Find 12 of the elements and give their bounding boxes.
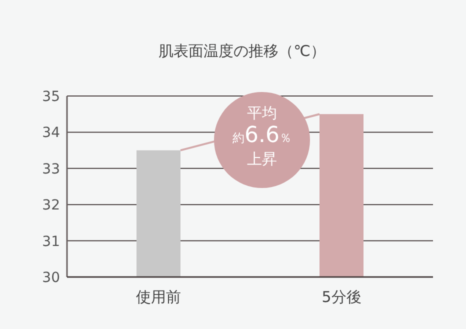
y-tick-label: 35 bbox=[42, 89, 60, 105]
annotation: 約6.6％ bbox=[232, 123, 292, 148]
y-tick-label: 33 bbox=[42, 161, 60, 178]
y-tick-label: 34 bbox=[42, 125, 60, 142]
annotation: 上昇 bbox=[247, 150, 277, 168]
x-tick-label: 5分後 bbox=[322, 288, 362, 306]
annotation: 平均 bbox=[247, 104, 277, 122]
y-tick-label: 31 bbox=[42, 234, 60, 250]
y-tick-label: 30 bbox=[42, 270, 60, 286]
chart-title: 肌表面温度の推移（℃） bbox=[158, 42, 326, 60]
y-tick-label: 32 bbox=[42, 198, 60, 214]
x-tick-label: 使用前 bbox=[136, 288, 181, 306]
